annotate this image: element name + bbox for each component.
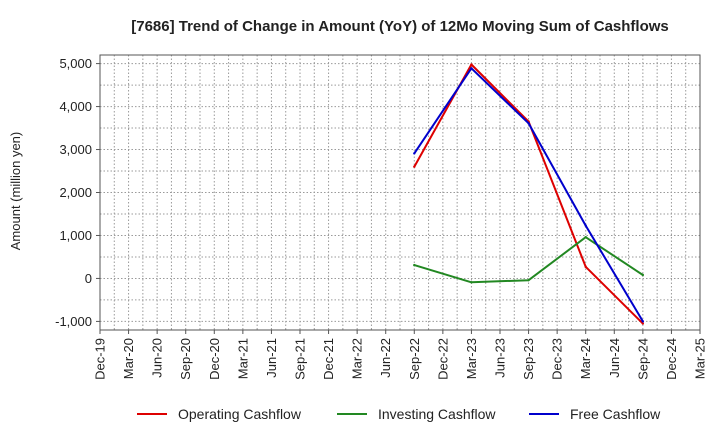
x-tick-label: Jun-24 [607, 338, 622, 378]
x-ticks: Dec-19 Mar-20 Jun-20 Sep-20 Dec-20 Mar-21 Jun-… [93, 330, 708, 380]
data-point-operating-cashflow [641, 322, 645, 325]
x-tick-label: Sep-22 [407, 338, 422, 380]
chart-title: [7686] Trend of Change in Amount (YoY) o… [131, 18, 669, 35]
y-tick-label: 3,000 [59, 142, 92, 157]
x-tick-label: Mar-23 [464, 338, 479, 379]
x-tick-label: Dec-19 [93, 338, 108, 380]
data-point-free-cashflow [641, 320, 645, 323]
data-point-free-cashflow [470, 67, 473, 70]
data-point-investing-cashflow [641, 273, 645, 277]
x-tick-label: Jun-22 [378, 338, 393, 378]
x-tick-label: Sep-23 [521, 338, 536, 380]
x-tick-label: Mar-22 [350, 338, 365, 379]
x-tick-label: Mar-21 [235, 338, 250, 379]
x-tick-label: Mar-20 [121, 338, 136, 379]
x-tick-label: Dec-21 [321, 338, 336, 380]
legend-label-free-cashflow: Free Cashflow [570, 406, 661, 422]
y-tick-label: 5,000 [59, 56, 92, 71]
data-point-free-cashflow [527, 122, 530, 125]
data-point-investing-cashflow [527, 278, 530, 282]
x-tick-label: Dec-20 [207, 338, 222, 380]
data-point-free-cashflow [584, 224, 587, 227]
grid [99, 55, 701, 330]
data-point-free-cashflow [413, 152, 416, 155]
x-tick-label: Sep-20 [178, 338, 193, 380]
x-tick-label: Dec-23 [550, 338, 565, 380]
y-ticks: -1,000 0 1,000 2,000 3,000 4,000 5,000 [55, 56, 100, 329]
x-tick-label: Sep-24 [635, 338, 650, 380]
series-layer [413, 63, 645, 325]
data-point-investing-cashflow [470, 281, 473, 284]
data-point-operating-cashflow [413, 165, 416, 168]
legend-label-investing-cashflow: Investing Cashflow [378, 406, 496, 422]
x-tick-label: Dec-24 [664, 338, 679, 380]
x-tick-label: Mar-25 [693, 338, 708, 379]
y-tick-label: 4,000 [59, 99, 92, 114]
legend: Operating Cashflow Investing Cashflow Free… [137, 406, 661, 422]
y-tick-label: 2,000 [59, 185, 92, 200]
y-tick-label: 1,000 [59, 228, 92, 243]
x-tick-label: Mar-24 [578, 338, 593, 379]
x-tick-label: Dec-22 [435, 338, 450, 380]
data-point-investing-cashflow [413, 263, 416, 267]
data-point-operating-cashflow [470, 63, 473, 66]
x-tick-label: Sep-21 [293, 338, 308, 380]
y-tick-label: -1,000 [55, 314, 92, 329]
y-axis-label: Amount (million yen) [8, 132, 23, 251]
data-point-operating-cashflow [584, 265, 587, 269]
x-tick-label: Jun-20 [150, 338, 165, 378]
y-tick-label: 0 [85, 271, 92, 286]
legend-label-operating-cashflow: Operating Cashflow [178, 406, 302, 422]
x-tick-label: Jun-21 [264, 338, 279, 378]
data-point-investing-cashflow [584, 235, 587, 239]
x-tick-label: Jun-23 [493, 338, 508, 378]
